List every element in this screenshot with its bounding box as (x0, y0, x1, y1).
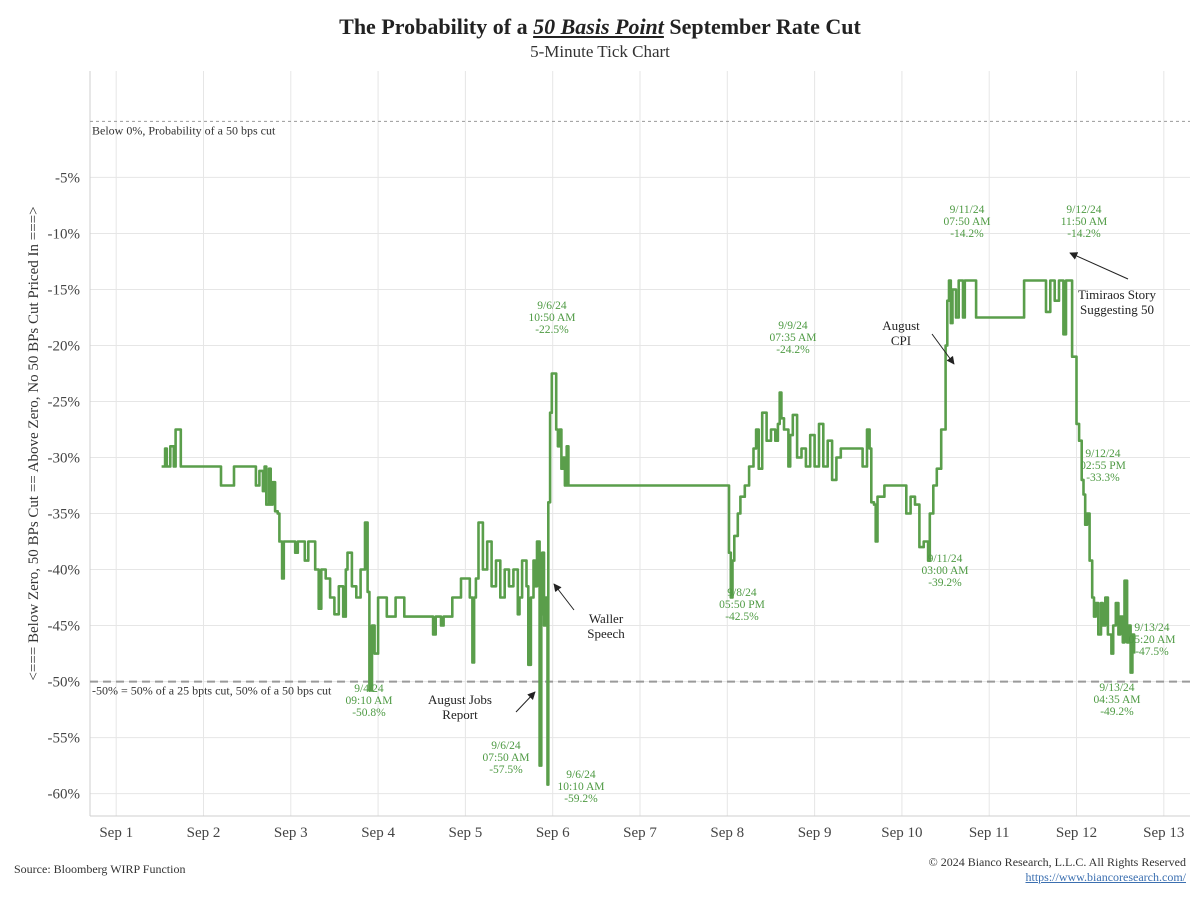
reference-line-label: -50% = 50% of a 25 bpts cut, 50% of a 50… (92, 684, 332, 698)
title-pre: The Probability of a (339, 14, 534, 39)
x-tick-label: Sep 11 (969, 825, 1010, 841)
value-annotation: -22.5% (535, 324, 569, 336)
source-note: Source: Bloomberg WIRP Function (14, 862, 186, 876)
y-tick-label: -40% (48, 563, 81, 579)
event-label: August (882, 318, 920, 333)
y-tick-label: -15% (48, 282, 81, 298)
value-annotation: 9/6/24 (491, 740, 521, 752)
value-annotation: 07:35 AM (770, 332, 817, 344)
value-annotation: 07:50 AM (483, 752, 530, 764)
value-annotation: 9/6/24 (566, 769, 596, 781)
value-annotation: -33.3% (1086, 472, 1120, 484)
title-post: September Rate Cut (663, 14, 861, 39)
x-tick-label: Sep 9 (798, 825, 832, 841)
value-annotation: 02:55 PM (1080, 460, 1126, 472)
x-tick-label: Sep 1 (99, 825, 133, 841)
value-annotation: 9/13/24 (1099, 682, 1134, 694)
value-annotation: -49.2% (1100, 706, 1134, 718)
y-tick-label: -50% (48, 675, 81, 691)
value-annotation: 9/13/24 (1134, 622, 1169, 634)
series-line (161, 279, 1136, 786)
event-label: Timiraos Story (1078, 287, 1156, 302)
value-annotation: 9/11/24 (928, 553, 963, 565)
y-tick-label: -30% (48, 451, 81, 467)
value-annotation: -14.2% (1067, 228, 1101, 240)
x-tick-label: Sep 4 (361, 825, 395, 841)
y-tick-label: -10% (48, 226, 81, 242)
y-tick-label: -60% (48, 787, 81, 803)
y-tick-label: -35% (48, 507, 81, 523)
value-annotation: 9/12/24 (1066, 204, 1101, 216)
event-label: Waller (589, 611, 624, 626)
value-annotation: -39.2% (928, 577, 962, 589)
value-annotation: 9/6/24 (537, 300, 567, 312)
value-annotation: 11:50 AM (1061, 216, 1108, 228)
value-annotation: 09:10 AM (346, 695, 393, 707)
y-tick-label: -20% (48, 338, 81, 354)
value-annotation: 07:50 AM (944, 216, 991, 228)
x-tick-label: Sep 12 (1056, 825, 1097, 841)
event-label: CPI (891, 333, 911, 348)
value-annotation: 9/9/24 (778, 320, 808, 332)
event-label: Suggesting 50 (1080, 302, 1154, 317)
event-arrow (1069, 252, 1129, 280)
x-tick-label: Sep 7 (623, 825, 657, 841)
value-annotation: 10:10 AM (558, 781, 605, 793)
event-arrow (553, 583, 575, 611)
x-tick-label: Sep 10 (881, 825, 922, 841)
y-axis-title: <=== Below Zero, 50 BPs Cut == Above Zer… (26, 206, 42, 680)
x-tick-label: Sep 2 (187, 825, 221, 841)
chart-subtitle: 5-Minute Tick Chart (530, 42, 670, 61)
website-link[interactable]: https://www.biancoresearch.com/ (1025, 870, 1186, 884)
value-annotation: -50.8% (352, 707, 386, 719)
event-label: Speech (587, 626, 625, 641)
value-annotation: 04:35 AM (1094, 694, 1141, 706)
value-annotation: 05:20 AM (1129, 634, 1176, 646)
x-tick-label: Sep 3 (274, 825, 308, 841)
value-annotation: -14.2% (950, 228, 984, 240)
event-arrow (515, 691, 536, 713)
title-emphasis: 50 Basis Point (533, 14, 664, 39)
value-annotation: -57.5% (489, 764, 523, 776)
reference-line-label: Below 0%, Probability of a 50 bps cut (92, 123, 276, 137)
value-annotation: 9/8/24 (727, 587, 757, 599)
y-tick-label: -5% (55, 170, 80, 186)
value-annotation: 10:50 AM (529, 312, 576, 324)
x-tick-label: Sep 8 (710, 825, 744, 841)
y-tick-label: -45% (48, 619, 81, 635)
value-annotation: 9/12/24 (1085, 448, 1120, 460)
value-annotation: -47.5% (1135, 646, 1169, 658)
y-tick-label: -55% (48, 731, 81, 747)
x-tick-label: Sep 13 (1143, 825, 1184, 841)
event-label: August Jobs (428, 692, 492, 707)
value-annotation: 9/4/24 (354, 683, 384, 695)
event-arrow (931, 333, 955, 365)
value-annotation: 03:00 AM (922, 565, 969, 577)
event-label: Report (442, 707, 478, 722)
value-annotation: 9/11/24 (950, 204, 985, 216)
value-annotation: 05:50 PM (719, 599, 765, 611)
chart-title: The Probability of a 50 Basis Point Sept… (0, 14, 1200, 40)
y-tick-label: -25% (48, 394, 81, 410)
value-annotation: -42.5% (725, 611, 759, 623)
value-annotation: -24.2% (776, 344, 810, 356)
x-tick-label: Sep 6 (536, 825, 570, 841)
copyright-note: © 2024 Bianco Research, L.L.C. All Right… (928, 855, 1186, 869)
x-tick-label: Sep 5 (449, 825, 483, 841)
value-annotation: -59.2% (564, 793, 598, 805)
